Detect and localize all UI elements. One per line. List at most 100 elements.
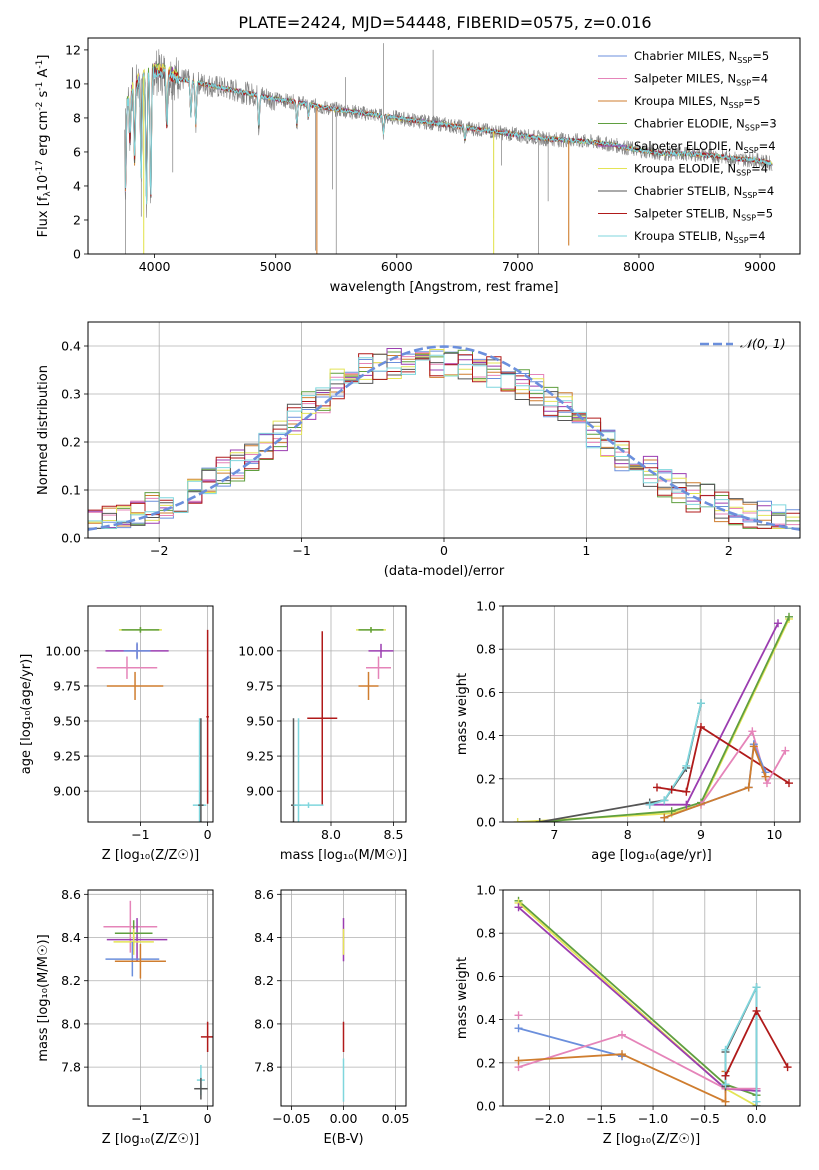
y-tick-label: 8.4 [254, 930, 274, 945]
legend-entry: Salpeter MILES, NSSP=4 [634, 72, 768, 88]
legend-entry-count: =5 [756, 207, 773, 221]
weight-marker [781, 746, 790, 755]
weight-marker [763, 779, 771, 788]
y-tick-label: 8.2 [254, 973, 274, 988]
weight-marker [785, 612, 793, 621]
weight-marker [513, 818, 522, 822]
legend-entry-count: =3 [760, 117, 777, 131]
y-axis-label-part: -1 [35, 82, 45, 91]
weight-marker [618, 1050, 627, 1059]
weight-marker [744, 783, 753, 792]
y-tick-label: 8.6 [254, 887, 274, 902]
y-tick-label: 8.2 [61, 973, 81, 988]
weight-marker [721, 1080, 730, 1089]
mass-vs-extinction-panel: −0.05 0.00 0.05 7.8 8.0 8.2 8.4 8.6 E(B-V) [254, 887, 409, 1147]
y-tick-label: 0.4 [61, 339, 81, 354]
legend-entry-count: =4 [759, 139, 776, 153]
legend-entry-name: Kroupa ELODIE, N [634, 162, 736, 176]
y-tick-label: 9.75 [53, 678, 81, 693]
x-tick-label: 2 [725, 543, 733, 558]
legend-entry-sub: SSP [729, 101, 744, 110]
legend-entry-count: =5 [752, 49, 769, 63]
axes-frame [502, 605, 801, 823]
legend-entry: Kroupa ELODIE, NSSP=4 [634, 162, 768, 178]
weight-marker [761, 772, 770, 781]
y-axis-label-part: -1 [35, 60, 45, 69]
weight-marker [752, 1097, 761, 1106]
legend-entry: Chabrier ELODIE, NSSP=3 [634, 117, 777, 133]
weight-marker [660, 813, 669, 822]
y-tick-label: 0 [73, 247, 81, 262]
errorbar-point [200, 1021, 213, 1052]
errorbar-point [106, 918, 168, 962]
weight-marker [514, 1024, 523, 1033]
weight-series-line [517, 900, 757, 1097]
y-tick-label: 9.50 [53, 714, 81, 729]
y-axis-label-part: ] [36, 55, 51, 60]
y-tick-label: 10.00 [45, 643, 81, 658]
y-axis-label-part: erg cm [36, 111, 51, 160]
y-axis-label: mass [log₁₀(M/M☉)] [36, 934, 51, 1061]
legend-entry-sub: SSP [741, 214, 756, 223]
y-axis-label-part: A [36, 69, 51, 82]
legend-entry: 𝒩(0, 1) [740, 336, 786, 351]
x-tick-label: 1 [582, 543, 590, 558]
x-tick-label: 8 [624, 827, 632, 842]
x-tick-label: −1 [131, 827, 149, 842]
y-tick-label: 7.8 [61, 1060, 81, 1075]
weight-marker [653, 783, 661, 792]
weight-series-line [663, 746, 767, 819]
x-axis-label: Z [log₁₀(Z/Z☉)] [603, 1132, 700, 1147]
y-tick-label: 1.0 [476, 599, 496, 614]
gaussian-reference-curve [88, 345, 800, 531]
legend-entry-name: Chabrier MILES, N [634, 49, 737, 63]
y-tick-label: 0.0 [476, 815, 496, 830]
legend-entry: Salpeter STELIB, NSSP=5 [634, 207, 773, 223]
y-tick-label: 1.0 [476, 883, 496, 898]
y-tick-label: 0.2 [61, 435, 81, 450]
weight-series-line [518, 1027, 623, 1058]
x-axis-label: Z [log₁₀(Z/Z☉)] [102, 848, 199, 863]
legend-entry-count: =4 [751, 72, 768, 86]
y-axis-label: age [log₁₀(age/yr)] [19, 654, 34, 775]
legend-entry-count: =4 [749, 229, 766, 243]
axes-frame [280, 605, 407, 823]
y-tick-label: 10.00 [238, 643, 274, 658]
errorbar-point [121, 627, 160, 633]
legend-entry-sub: SSP [736, 79, 751, 88]
x-axis-label: (data-model)/error [384, 564, 505, 579]
x-tick-label: −1.5 [586, 1111, 616, 1126]
weight-marker [721, 1071, 730, 1080]
weight-vs-metallicity-panel: −2.0 −1.5 −1.0 −0.5 0.0 0.0 0.2 0.4 0.6 0.8 1.0 Z [… [455, 883, 801, 1147]
axes-frame [87, 889, 214, 1107]
y-tick-label: 0.3 [61, 387, 81, 402]
legend-entry-name: Chabrier ELODIE, N [634, 117, 745, 131]
x-tick-label: 4000 [139, 259, 171, 274]
y-tick-label: 0.6 [476, 969, 496, 984]
errorbar-point [123, 642, 151, 660]
y-tick-label: 0.1 [61, 483, 81, 498]
x-tick-label: −1 [292, 543, 310, 558]
age-vs-mass-panel: 8.0 8.5 9.00 9.25 9.50 9.75 10.00 mass [log₁₀(M… [238, 605, 407, 863]
legend-entry: Kroupa MILES, NSSP=5 [634, 94, 760, 110]
x-axis-label: wavelength [Angstrom, rest frame] [330, 280, 559, 295]
y-tick-label: 9.75 [246, 678, 274, 693]
weight-marker [514, 1011, 523, 1020]
y-tick-label: 9.00 [53, 784, 81, 799]
x-tick-label: 0.00 [330, 1111, 358, 1126]
y-axis-label: mass weight [455, 957, 470, 1039]
weight-marker [667, 785, 676, 794]
y-tick-label: 0.4 [476, 1012, 496, 1027]
legend-entry-name: Salpeter MILES, N [634, 72, 736, 86]
y-tick-label: 0.8 [476, 642, 496, 657]
y-tick-label: 4 [73, 178, 81, 193]
spectrum-panel: 4000 5000 6000 7000 8000 9000 0 2 4 6 8 10 12 wavelen… [35, 37, 801, 295]
x-tick-label: −2 [150, 543, 168, 558]
x-tick-label: −0.5 [690, 1111, 720, 1126]
weight-marker [752, 983, 761, 992]
errorbar-point [368, 643, 394, 658]
weight-marker [514, 903, 523, 912]
x-tick-label: 8.0 [321, 827, 341, 842]
errorbar-point [358, 627, 384, 633]
errorbar-point [96, 656, 158, 679]
